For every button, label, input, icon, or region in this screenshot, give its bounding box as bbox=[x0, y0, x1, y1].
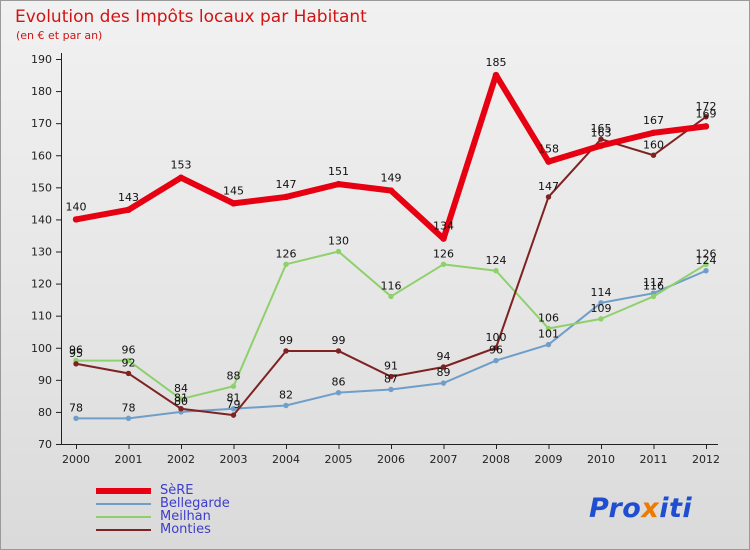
svg-text:101: 101 bbox=[538, 328, 559, 341]
svg-text:160: 160 bbox=[31, 149, 52, 162]
svg-text:153: 153 bbox=[171, 159, 192, 172]
svg-text:169: 169 bbox=[696, 107, 717, 120]
svg-text:91: 91 bbox=[384, 360, 398, 373]
svg-text:180: 180 bbox=[31, 85, 52, 98]
svg-text:2003: 2003 bbox=[220, 453, 248, 466]
svg-text:87: 87 bbox=[384, 372, 398, 385]
svg-text:165: 165 bbox=[591, 122, 612, 135]
svg-text:70: 70 bbox=[38, 438, 52, 451]
svg-text:126: 126 bbox=[433, 247, 454, 260]
legend-item-sere: SèRE bbox=[96, 484, 230, 497]
svg-text:92: 92 bbox=[122, 356, 136, 369]
svg-text:167: 167 bbox=[643, 114, 664, 127]
svg-text:100: 100 bbox=[486, 331, 507, 344]
svg-text:124: 124 bbox=[486, 254, 507, 267]
svg-text:151: 151 bbox=[328, 165, 349, 178]
svg-text:130: 130 bbox=[328, 235, 349, 248]
svg-text:88: 88 bbox=[227, 369, 241, 382]
svg-text:147: 147 bbox=[276, 178, 297, 191]
svg-text:134: 134 bbox=[433, 220, 454, 233]
svg-text:140: 140 bbox=[66, 200, 87, 213]
svg-text:2012: 2012 bbox=[692, 453, 720, 466]
svg-text:185: 185 bbox=[486, 56, 507, 69]
page-subtitle: (en € et par an) bbox=[16, 29, 103, 42]
svg-text:100: 100 bbox=[31, 342, 52, 355]
svg-text:2004: 2004 bbox=[272, 453, 300, 466]
svg-text:2009: 2009 bbox=[535, 453, 563, 466]
svg-text:145: 145 bbox=[223, 184, 244, 197]
svg-text:2002: 2002 bbox=[167, 453, 195, 466]
page-title: Evolution des Impôts locaux par Habitant bbox=[15, 7, 367, 27]
svg-text:2006: 2006 bbox=[377, 453, 405, 466]
svg-text:81: 81 bbox=[227, 392, 241, 405]
legend-item-bellegarde: Bellegarde bbox=[96, 497, 230, 510]
legend: SèRE Bellegarde Meilhan Monties bbox=[96, 484, 230, 536]
proxiti-logo: Proxiti bbox=[589, 493, 693, 524]
svg-text:96: 96 bbox=[489, 344, 503, 357]
legend-item-monties: Monties bbox=[96, 523, 230, 536]
svg-text:116: 116 bbox=[643, 279, 664, 292]
svg-text:160: 160 bbox=[643, 138, 664, 151]
svg-text:126: 126 bbox=[276, 247, 297, 260]
svg-text:117: 117 bbox=[643, 276, 664, 289]
svg-text:89: 89 bbox=[437, 366, 451, 379]
svg-text:2005: 2005 bbox=[325, 453, 353, 466]
svg-text:116: 116 bbox=[381, 279, 402, 292]
svg-text:163: 163 bbox=[591, 127, 612, 140]
svg-text:82: 82 bbox=[279, 389, 293, 402]
svg-text:99: 99 bbox=[279, 334, 293, 347]
svg-text:147: 147 bbox=[538, 180, 559, 193]
svg-text:78: 78 bbox=[69, 401, 83, 414]
svg-text:172: 172 bbox=[696, 100, 717, 113]
svg-text:78: 78 bbox=[122, 401, 136, 414]
svg-text:114: 114 bbox=[591, 286, 612, 299]
svg-text:79: 79 bbox=[227, 398, 241, 411]
legend-label-meilhan: Meilhan bbox=[160, 509, 211, 524]
legend-swatch-sere bbox=[96, 487, 151, 494]
svg-text:2001: 2001 bbox=[115, 453, 143, 466]
svg-text:80: 80 bbox=[174, 395, 188, 408]
svg-text:110: 110 bbox=[31, 310, 52, 323]
svg-text:106: 106 bbox=[538, 312, 559, 325]
svg-text:140: 140 bbox=[31, 213, 52, 226]
legend-swatch-bellegarde bbox=[96, 502, 151, 505]
svg-text:95: 95 bbox=[69, 347, 83, 360]
svg-text:2010: 2010 bbox=[587, 453, 615, 466]
svg-text:94: 94 bbox=[437, 350, 451, 363]
svg-text:149: 149 bbox=[381, 172, 402, 185]
svg-text:143: 143 bbox=[118, 191, 139, 204]
line-chart: 70 80 90 100 110 120 130 140 150 160 170 180 190 2000… bbox=[31, 53, 720, 466]
svg-text:90: 90 bbox=[38, 374, 52, 387]
legend-swatch-meilhan bbox=[96, 515, 151, 518]
legend-label-sere: SèRE bbox=[160, 483, 194, 498]
svg-text:2000: 2000 bbox=[62, 453, 90, 466]
svg-text:2008: 2008 bbox=[482, 453, 510, 466]
svg-text:190: 190 bbox=[31, 53, 52, 66]
svg-text:170: 170 bbox=[31, 117, 52, 130]
svg-text:96: 96 bbox=[69, 344, 83, 357]
legend-label-monties: Monties bbox=[160, 522, 211, 537]
svg-text:80: 80 bbox=[38, 406, 52, 419]
svg-text:96: 96 bbox=[122, 344, 136, 357]
svg-text:120: 120 bbox=[31, 278, 52, 291]
svg-text:158: 158 bbox=[538, 143, 559, 156]
svg-text:86: 86 bbox=[332, 376, 346, 389]
svg-text:109: 109 bbox=[591, 302, 612, 315]
svg-text:99: 99 bbox=[332, 334, 346, 347]
svg-text:124: 124 bbox=[696, 254, 717, 267]
svg-text:130: 130 bbox=[31, 246, 52, 259]
legend-item-meilhan: Meilhan bbox=[96, 510, 230, 523]
svg-text:150: 150 bbox=[31, 181, 52, 194]
svg-text:81: 81 bbox=[174, 392, 188, 405]
legend-swatch-monties bbox=[96, 528, 151, 531]
legend-label-bellegarde: Bellegarde bbox=[160, 496, 230, 511]
svg-text:2007: 2007 bbox=[430, 453, 458, 466]
svg-text:126: 126 bbox=[696, 247, 717, 260]
svg-text:84: 84 bbox=[174, 382, 188, 395]
svg-text:2011: 2011 bbox=[640, 453, 668, 466]
